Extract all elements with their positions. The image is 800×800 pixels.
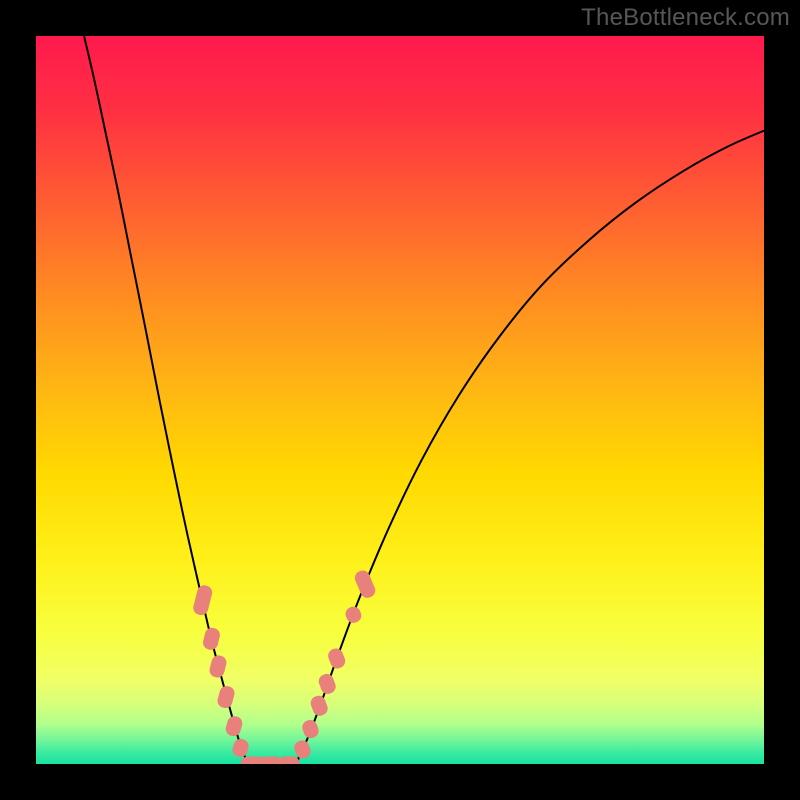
attribution-label: TheBottleneck.com — [581, 4, 790, 32]
chart-stage: TheBottleneck.com — [0, 0, 800, 800]
gradient-background — [36, 36, 764, 764]
bottleneck-chart-svg — [36, 36, 764, 764]
marker — [278, 757, 300, 765]
plot-area — [36, 36, 764, 764]
